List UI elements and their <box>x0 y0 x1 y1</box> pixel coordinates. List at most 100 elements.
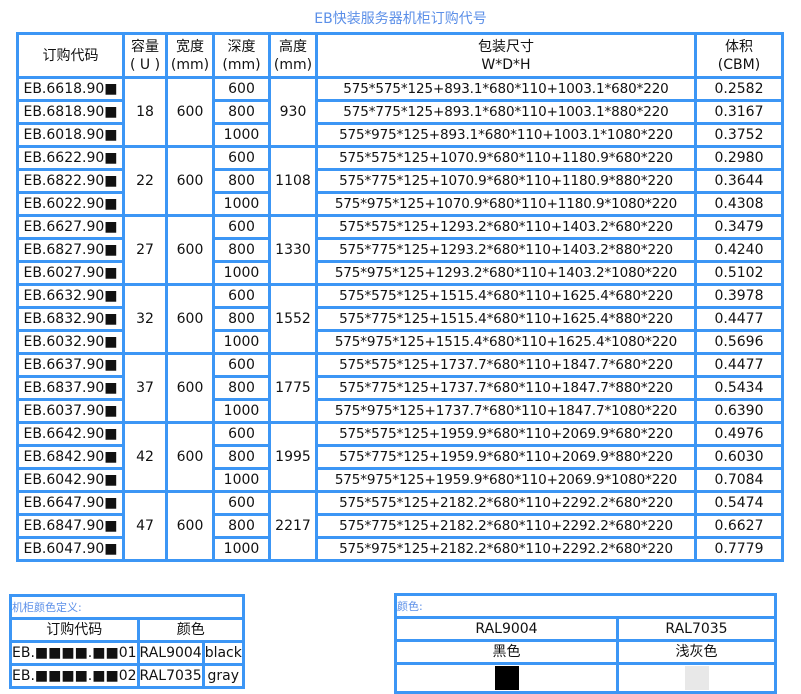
table-row: EB.6818.90■ 800 575*775*125+893.1*680*110+… <box>16 99 784 125</box>
package-size-cell: 575*775*125+1293.2*680*110+1403.2*880*22… <box>315 237 697 263</box>
table-row: EB.■■■■.■■02 RAL7035 gray <box>9 663 245 689</box>
capacity-cell: 32 <box>122 283 168 355</box>
order-code-table: 订购代码 容量 ( U ) 宽度 (mm) 深度 (mm) 高度 (mm) 包装尺寸 W*… <box>16 32 784 562</box>
colors-caption: 颜色: <box>394 593 777 619</box>
volume-cell: 0.6627 <box>694 513 784 539</box>
table-row: EB.6032.90■ 1000 575*975*125+1515.4*680*11… <box>16 329 784 355</box>
depth-cell: 800 <box>212 306 271 332</box>
volume-cell: 0.4477 <box>694 306 784 332</box>
depth-cell: 800 <box>212 237 271 263</box>
order-code: EB.6037.90■ <box>16 398 125 424</box>
color-definition-caption: 机柜颜色定义: <box>9 594 245 620</box>
capacity-cell: 22 <box>122 145 168 217</box>
depth-cell: 600 <box>212 421 271 447</box>
table-row: EB.6832.90■ 800 575*775*125+1515.4*680*110… <box>16 306 784 332</box>
depth-cell: 800 <box>212 375 271 401</box>
package-size-cell: 575*775*125+1070.9*680*110+1180.9*880*22… <box>315 168 697 194</box>
color-name: 浅灰色 <box>616 639 777 665</box>
width-cell: 600 <box>165 145 215 217</box>
depth-cell: 1000 <box>212 191 271 217</box>
order-code: EB.6822.90■ <box>16 168 125 194</box>
table-row: EB.6037.90■ 1000 575*975*125+1737.7*680*11… <box>16 398 784 424</box>
package-size-cell: 575*575*125+1070.9*680*110+1180.9*680*22… <box>315 145 697 171</box>
color-swatch-table: 颜色: RAL9004 RAL7035 黑色 浅灰色 <box>394 593 777 694</box>
package-size-cell: 575*575*125+1737.7*680*110+1847.7*680*22… <box>315 352 697 378</box>
capacity-cell: 18 <box>122 76 168 148</box>
height-cell: 1775 <box>268 352 318 424</box>
width-cell: 600 <box>165 214 215 286</box>
package-size-cell: 575*975*125+1515.4*680*110+1625.4*1080*2… <box>315 329 697 355</box>
package-size-cell: 575*975*125+2182.2*680*110+2292.2*680*22… <box>315 536 697 562</box>
volume-cell: 0.4976 <box>694 421 784 447</box>
order-code: EB.6022.90■ <box>16 191 125 217</box>
order-code: EB.6027.90■ <box>16 260 125 286</box>
order-code: EB.6637.90■ <box>16 352 125 378</box>
ral-code: RAL7035 <box>136 663 205 689</box>
height-cell: 1552 <box>268 283 318 355</box>
depth-cell: 1000 <box>212 260 271 286</box>
header-package-size: 包装尺寸 W*D*H <box>315 32 697 79</box>
table-row: EB.6827.90■ 800 575*775*125+1293.2*680*110… <box>16 237 784 263</box>
table-row: EB.6822.90■ 800 575*775*125+1070.9*680*110… <box>16 168 784 194</box>
width-cell: 600 <box>165 490 215 562</box>
depth-cell: 600 <box>212 283 271 309</box>
volume-cell: 0.3644 <box>694 168 784 194</box>
order-code: EB.6818.90■ <box>16 99 125 125</box>
package-size-cell: 575*575*125+1293.2*680*110+1403.2*680*22… <box>315 214 697 240</box>
table-row: EB.■■■■.■■01 RAL9004 black <box>9 640 245 666</box>
volume-cell: 0.7779 <box>694 536 784 562</box>
order-code: EB.6827.90■ <box>16 237 125 263</box>
header-order-code: 订购代码 <box>16 32 125 79</box>
package-size-cell: 575*575*125+1959.9*680*110+2069.9*680*22… <box>315 421 697 447</box>
volume-cell: 0.6030 <box>694 444 784 470</box>
header-width: 宽度 (mm) <box>165 32 215 79</box>
package-size-cell: 575*775*125+2182.2*680*110+2292.2*680*22… <box>315 513 697 539</box>
table-row: EB.6018.90■ 1000 575*975*125+893.1*680*110… <box>16 122 784 148</box>
height-cell: 2217 <box>268 490 318 562</box>
color-code: EB.■■■■.■■01 <box>9 640 140 666</box>
header-height: 高度 (mm) <box>268 32 318 79</box>
table-row: EB.6847.90■ 800 575*775*125+2182.2*680*110… <box>16 513 784 539</box>
package-size-cell: 575*975*125+1293.2*680*110+1403.2*1080*2… <box>315 260 697 286</box>
volume-cell: 0.4308 <box>694 191 784 217</box>
volume-cell: 0.5696 <box>694 329 784 355</box>
table-row: EB.6042.90■ 1000 575*975*125+1959.9*680*11… <box>16 467 784 493</box>
capacity-cell: 27 <box>122 214 168 286</box>
depth-cell: 600 <box>212 214 271 240</box>
color-name: gray <box>201 663 245 689</box>
order-code: EB.6647.90■ <box>16 490 125 516</box>
table-row: EB.6622.90■ 22 600 600 1108 575*575*125+1070.… <box>16 145 784 217</box>
table-row: EB.6027.90■ 1000 575*975*125+1293.2*680*11… <box>16 260 784 286</box>
color-name: black <box>201 640 245 666</box>
table-row: EB.6618.90■ 18 600 600 930 575*575*125+893.1*… <box>16 76 784 148</box>
table-row: EB.6047.90■ 1000 575*975*125+2182.2*680*11… <box>16 536 784 562</box>
order-code: EB.6047.90■ <box>16 536 125 562</box>
package-size-cell: 575*775*125+1737.7*680*110+1847.7*880*22… <box>315 375 697 401</box>
volume-cell: 0.5102 <box>694 260 784 286</box>
package-size-cell: 575*975*125+1070.9*680*110+1180.9*1080*2… <box>315 191 697 217</box>
ral-code: RAL9004 <box>394 616 619 642</box>
package-size-cell: 575*575*125+893.1*680*110+1003.1*680*220 <box>315 76 697 102</box>
table-row: EB.6642.90■ 42 600 600 1995 575*575*125+1959.… <box>16 421 784 493</box>
header-depth: 深度 (mm) <box>212 32 271 79</box>
depth-cell: 1000 <box>212 467 271 493</box>
depth-cell: 800 <box>212 168 271 194</box>
depth-cell: 800 <box>212 444 271 470</box>
volume-cell: 0.3752 <box>694 122 784 148</box>
width-cell: 600 <box>165 283 215 355</box>
depth-cell: 600 <box>212 352 271 378</box>
package-size-cell: 575*775*125+1515.4*680*110+1625.4*880*22… <box>315 306 697 332</box>
order-code: EB.6632.90■ <box>16 283 125 309</box>
color-name: 黑色 <box>394 639 619 665</box>
depth-cell: 800 <box>212 99 271 125</box>
order-code: EB.6018.90■ <box>16 122 125 148</box>
depth-cell: 1000 <box>212 329 271 355</box>
capacity-cell: 42 <box>122 421 168 493</box>
ral-code: RAL9004 <box>136 640 205 666</box>
black-swatch <box>494 666 519 690</box>
volume-cell: 0.5434 <box>694 375 784 401</box>
order-code: EB.6847.90■ <box>16 513 125 539</box>
height-cell: 1330 <box>268 214 318 286</box>
order-code: EB.6032.90■ <box>16 329 125 355</box>
package-size-cell: 575*975*125+1737.7*680*110+1847.7*1080*2… <box>315 398 697 424</box>
